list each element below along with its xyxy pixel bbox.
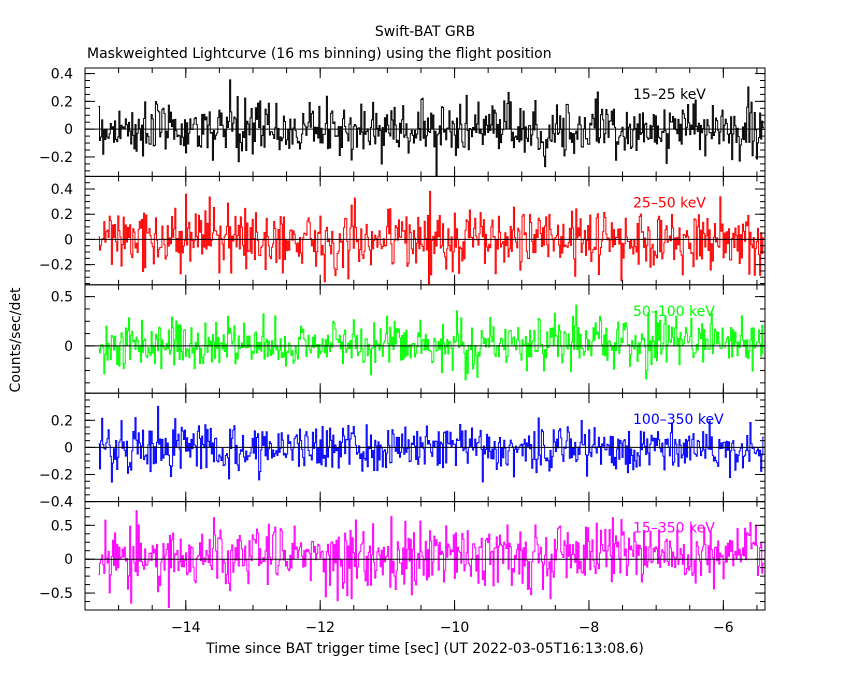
chart-subtitle: Maskweighted Lightcurve (16 ms binning) … bbox=[87, 46, 552, 62]
y-tick-label: 0 bbox=[64, 122, 73, 138]
band-label: 15–25 keV bbox=[633, 87, 706, 103]
y-axis-label: Counts/sec/det bbox=[8, 287, 24, 393]
x-tick-label: −8 bbox=[579, 620, 600, 636]
series-line-100-350-keV bbox=[98, 405, 764, 483]
y-tick-label: 0.5 bbox=[51, 290, 73, 306]
y-tick-label: −0.2 bbox=[39, 150, 73, 166]
series-line-15-350-keV bbox=[98, 510, 764, 608]
y-tick-label: 0 bbox=[64, 339, 73, 355]
band-label: 100–350 keV bbox=[633, 412, 724, 428]
y-tick-label: 0.5 bbox=[51, 518, 73, 534]
series-line-25-50-keV bbox=[98, 191, 764, 285]
y-tick-label: 0 bbox=[64, 232, 73, 248]
y-tick-label: 0.4 bbox=[51, 67, 73, 83]
y-tick-label: 0.4 bbox=[51, 182, 73, 198]
chart-title: Swift-BAT GRB bbox=[374, 24, 476, 40]
band-label: 25–50 keV bbox=[633, 195, 706, 211]
x-tick-label: −10 bbox=[440, 620, 470, 636]
band-label: 50–100 keV bbox=[633, 304, 715, 320]
band-label: 15–350 keV bbox=[633, 521, 715, 537]
series-line-15-25-keV bbox=[98, 79, 764, 177]
y-tick-label: 0.2 bbox=[51, 207, 73, 223]
y-tick-label: 0 bbox=[64, 440, 73, 456]
y-tick-label: −0.4 bbox=[39, 495, 73, 511]
x-tick-label: −6 bbox=[713, 620, 734, 636]
x-tick-label: −14 bbox=[171, 620, 201, 636]
y-tick-label: 0.2 bbox=[51, 413, 73, 429]
y-tick-label: 0 bbox=[64, 552, 73, 568]
panel-frame bbox=[84, 501, 766, 611]
y-tick-label: −0.2 bbox=[39, 258, 73, 274]
series-line-50-100-keV bbox=[98, 304, 764, 381]
y-tick-label: 0.2 bbox=[51, 94, 73, 110]
y-tick-label: −0.2 bbox=[39, 468, 73, 484]
y-tick-label: −0.5 bbox=[39, 586, 73, 602]
x-axis-label: Time since BAT trigger time [sec] (UT 20… bbox=[206, 641, 644, 657]
x-tick-label: −12 bbox=[305, 620, 335, 636]
